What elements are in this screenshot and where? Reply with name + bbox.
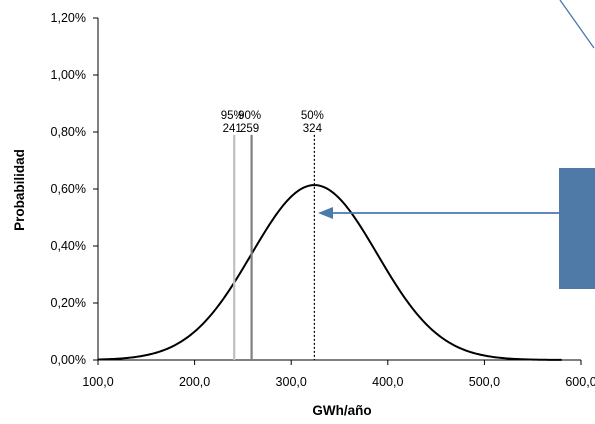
x-tick-label: 400,0 <box>372 375 403 389</box>
x-tick-label: 100,0 <box>82 375 113 389</box>
x-axis-title: GWh/año <box>312 403 371 418</box>
y-axis-title: Probabilidad <box>12 149 27 231</box>
x-tick-label: 600,0 <box>565 375 595 389</box>
percentile-marker-probability: 90% <box>238 110 261 122</box>
percentile-marker-probability: 50% <box>301 110 324 122</box>
callout-box <box>559 168 595 289</box>
y-tick-label: 0,20% <box>51 296 86 310</box>
percentile-marker-probability: 95% <box>221 110 244 122</box>
y-tick-label: 0,40% <box>51 239 86 253</box>
x-tick-label: 500,0 <box>469 375 500 389</box>
percentile-marker-value: 241 <box>223 123 242 135</box>
distribution-curve <box>97 184 562 361</box>
y-axis-title-group: Probabilidad <box>12 149 27 231</box>
y-tick-label: 0,60% <box>51 182 86 196</box>
annotation-callout <box>318 0 595 289</box>
callout-arrow-head <box>318 207 333 219</box>
y-tick-label: 0,80% <box>51 125 86 139</box>
callout-diagonal-line <box>559 0 595 49</box>
percentile-marker-value: 324 <box>303 123 323 135</box>
y-tick-label: 1,00% <box>51 68 86 82</box>
x-tick-label: 200,0 <box>179 375 210 389</box>
percentile-marker-value: 259 <box>240 123 259 135</box>
plot-area: 0,00% 0,20% 0,40% 0,60% 0,80% 1,00% 1,20% 100,0… <box>51 11 595 389</box>
y-tick-label: 1,20% <box>51 11 86 25</box>
y-tick-label: 0,00% <box>51 353 86 367</box>
x-tick-label: 300,0 <box>276 375 307 389</box>
